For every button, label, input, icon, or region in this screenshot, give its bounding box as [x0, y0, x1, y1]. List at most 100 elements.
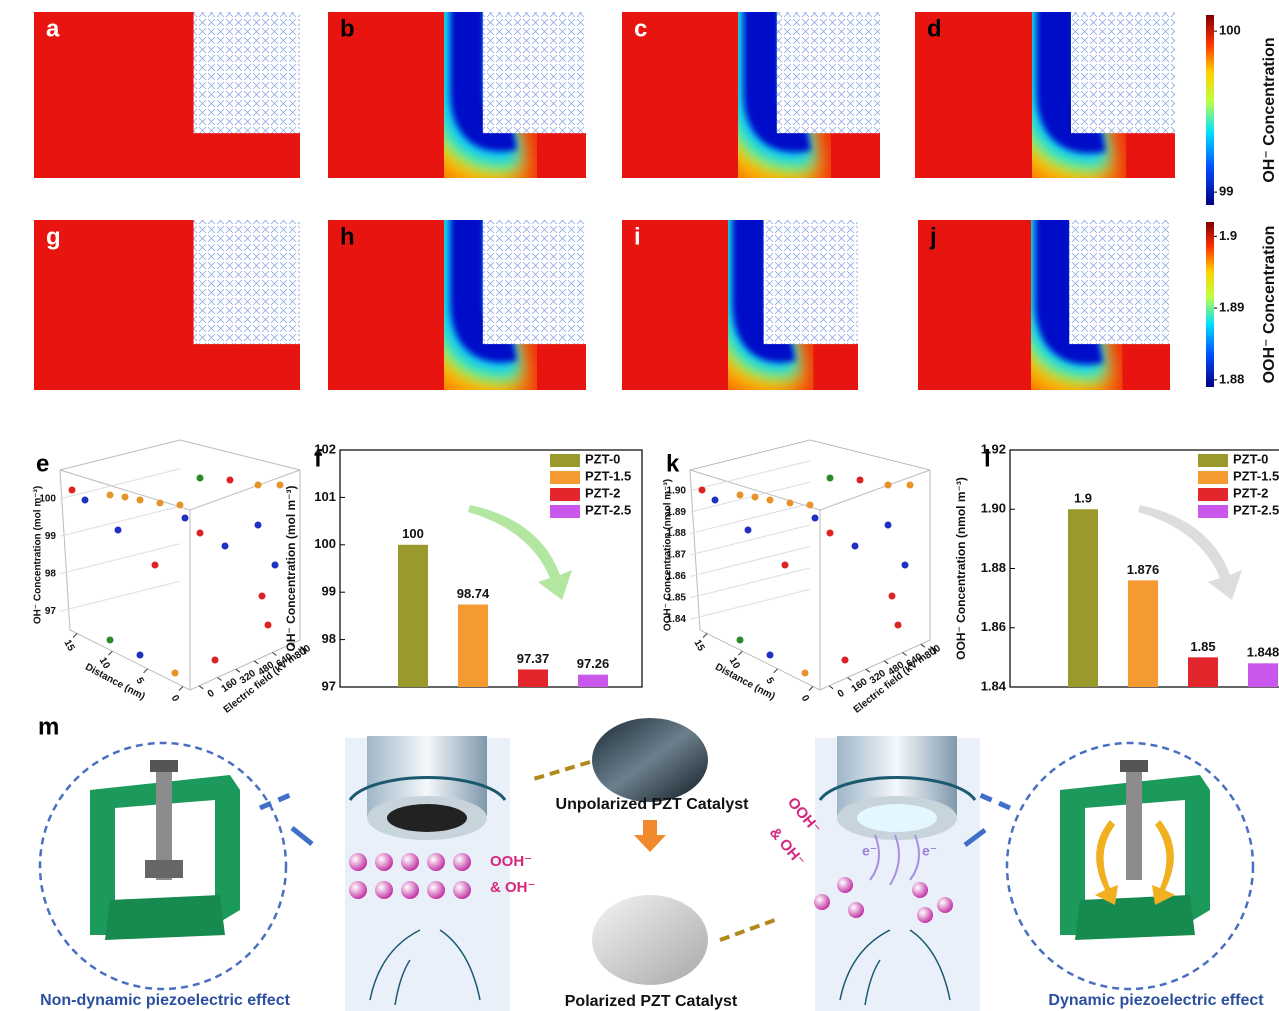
value-label: 1.9	[1074, 491, 1092, 506]
electrode	[482, 12, 586, 134]
legend-swatch	[550, 488, 580, 501]
point	[156, 499, 164, 507]
value-label: 1.848	[1247, 645, 1279, 660]
colorbar-title: OOH⁻ Concentration	[1261, 226, 1278, 384]
y-tick	[865, 668, 871, 673]
bar	[578, 674, 608, 687]
y-tick-label: 1.86	[981, 619, 1006, 634]
device	[1060, 760, 1210, 940]
point	[826, 529, 834, 537]
box	[59, 439, 301, 691]
electron: e⁻	[862, 843, 877, 859]
point	[884, 521, 892, 529]
electrode	[193, 12, 300, 134]
point	[106, 491, 114, 499]
bar	[1068, 509, 1098, 687]
colorbar-tick-label: 1.88	[1219, 371, 1244, 386]
point	[176, 501, 184, 509]
value-label: 100	[402, 526, 424, 541]
point	[226, 476, 234, 484]
y-tick-label: 160	[850, 676, 870, 695]
grid-line	[689, 588, 811, 620]
grid-line	[689, 460, 811, 492]
panel-label: j	[929, 223, 937, 250]
colorbar-tick-label: 99	[1219, 184, 1233, 199]
point	[254, 481, 262, 489]
colorbar-tick-label: 1.89	[1219, 300, 1244, 315]
zoom-circle	[1005, 741, 1255, 991]
point	[856, 476, 864, 484]
heatmaps: a b c d g h i j 100 99 OH⁻ Concentration 1.9 1.89 1.8…	[34, 12, 1278, 390]
bar	[1128, 580, 1158, 687]
x-tick-label: 5	[763, 676, 776, 687]
point	[271, 561, 279, 569]
y-tick	[828, 685, 834, 690]
y-tick	[290, 643, 296, 648]
legend-swatch	[1198, 488, 1228, 501]
point	[801, 669, 809, 677]
point	[68, 486, 76, 494]
point	[276, 481, 284, 489]
point	[766, 496, 774, 504]
x-tick-label: 15	[691, 638, 706, 654]
panel-label: f	[314, 445, 323, 472]
z-tick-label: 97	[45, 606, 57, 617]
legend-label: PZT-1.5	[585, 468, 631, 483]
bar	[458, 604, 488, 687]
legend-swatch	[1198, 454, 1228, 467]
gradient-band	[1036, 12, 1106, 153]
point	[786, 499, 794, 507]
panel-label: k	[666, 450, 680, 477]
point	[781, 561, 789, 569]
heatmap	[918, 220, 1170, 390]
grid-line	[689, 545, 811, 577]
trend-arrow	[1138, 505, 1242, 600]
x-tick	[737, 650, 743, 656]
legend-swatch	[550, 505, 580, 518]
x-tick	[702, 633, 708, 638]
grid-line	[689, 481, 811, 513]
panel-label: a	[46, 15, 60, 42]
x-tick	[178, 686, 184, 691]
y-tick-label: 0	[206, 688, 217, 700]
gradient-band	[450, 220, 517, 362]
species	[349, 853, 471, 899]
species	[814, 877, 953, 923]
legend-label: PZT-2.5	[1233, 502, 1279, 517]
value-label: 98.74	[457, 586, 490, 601]
colorbar-tick-label: 100	[1219, 23, 1241, 38]
point	[736, 491, 744, 499]
x-tick-label: 10	[97, 656, 112, 672]
point	[888, 592, 896, 600]
point	[744, 526, 752, 534]
x-tick	[143, 668, 149, 674]
x-tick-label: 10	[727, 656, 742, 672]
value-label: 1.876	[1127, 562, 1160, 577]
y-tick-label: 98	[322, 631, 336, 646]
z-tick-label: 99	[45, 531, 57, 542]
z-tick-label: 1.85	[667, 592, 687, 603]
x-tick-label: 0	[169, 693, 182, 704]
bar-chart: f 97 98 99 100 101 102 OH⁻ Concentration (mol m…	[284, 441, 643, 693]
grid-line	[689, 567, 811, 599]
zoom-circle	[38, 741, 288, 991]
caption: Non-dynamic piezoelectric effect	[40, 992, 291, 1009]
heatmap	[622, 220, 858, 390]
z-tick-label: 100	[39, 493, 56, 504]
y-tick	[272, 652, 277, 656]
y-tick	[883, 660, 889, 665]
point	[698, 486, 706, 494]
legend-swatch	[550, 471, 580, 484]
panel-label: g	[46, 223, 61, 250]
electrode	[482, 220, 586, 345]
catalyst-label: Polarized PZT Catalyst	[565, 993, 738, 1010]
catalyst-label: Unpolarized PZT Catalyst	[556, 796, 750, 813]
y-axis-label: OH⁻ Concentration (mol m⁻³)	[284, 486, 298, 652]
point	[751, 493, 759, 501]
point	[136, 651, 144, 659]
grid-line	[59, 580, 181, 612]
y-axis-label: OOH⁻ Concentration (nmol m⁻³)	[954, 477, 968, 660]
